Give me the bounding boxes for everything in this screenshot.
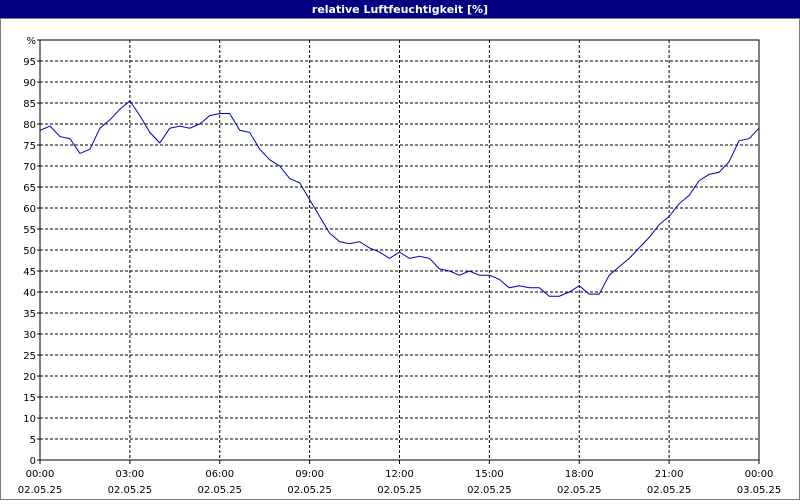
- y-tick-label: 0: [30, 456, 36, 467]
- x-tick-date: 02.05.25: [197, 485, 242, 496]
- y-tick-label: 10: [23, 414, 36, 425]
- y-tick-label: 35: [23, 309, 36, 320]
- y-tick-label: %: [26, 36, 36, 47]
- x-tick-label: 09:00: [295, 469, 324, 480]
- x-tick-label: 03:00: [115, 469, 144, 480]
- y-tick-label: 25: [23, 351, 36, 362]
- title-bar: [0, 0, 800, 18]
- x-tick-date: 03.05.25: [737, 485, 782, 496]
- y-tick-label: 65: [23, 183, 36, 194]
- x-tick-label: 15:00: [475, 469, 504, 480]
- y-tick-label: 45: [23, 267, 36, 278]
- y-tick-label: 85: [23, 99, 36, 110]
- x-tick-date: 02.05.25: [647, 485, 692, 496]
- x-tick-date: 02.05.25: [557, 485, 602, 496]
- y-tick-label: 50: [23, 246, 36, 257]
- chart-title: relative Luftfeuchtigkeit [%]: [312, 3, 488, 16]
- y-tick-label: 90: [23, 78, 36, 89]
- x-tick-label: 00:00: [745, 469, 774, 480]
- y-tick-label: 55: [23, 225, 36, 236]
- x-tick-date: 02.05.25: [18, 485, 63, 496]
- y-tick-label: 30: [23, 330, 36, 341]
- y-tick-label: 70: [23, 162, 36, 173]
- y-tick-label: 60: [23, 204, 36, 215]
- x-tick-date: 02.05.25: [377, 485, 422, 496]
- y-tick-label: 40: [23, 288, 36, 299]
- x-tick-label: 18:00: [565, 469, 594, 480]
- x-tick-date: 02.05.25: [287, 485, 332, 496]
- y-tick-label: 5: [30, 435, 36, 446]
- x-tick-label: 21:00: [655, 469, 684, 480]
- y-tick-label: 75: [23, 141, 36, 152]
- data-line: [39, 100, 760, 297]
- x-tick-label: 00:00: [26, 469, 55, 480]
- x-tick-date: 02.05.25: [108, 485, 153, 496]
- x-tick-label: 06:00: [205, 469, 234, 480]
- y-tick-label: 95: [23, 57, 36, 68]
- x-tick-date: 02.05.25: [467, 485, 512, 496]
- x-tick-label: 12:00: [385, 469, 414, 480]
- y-tick-label: 15: [23, 393, 36, 404]
- y-tick-label: 20: [23, 372, 36, 383]
- y-tick-label: 80: [23, 120, 36, 131]
